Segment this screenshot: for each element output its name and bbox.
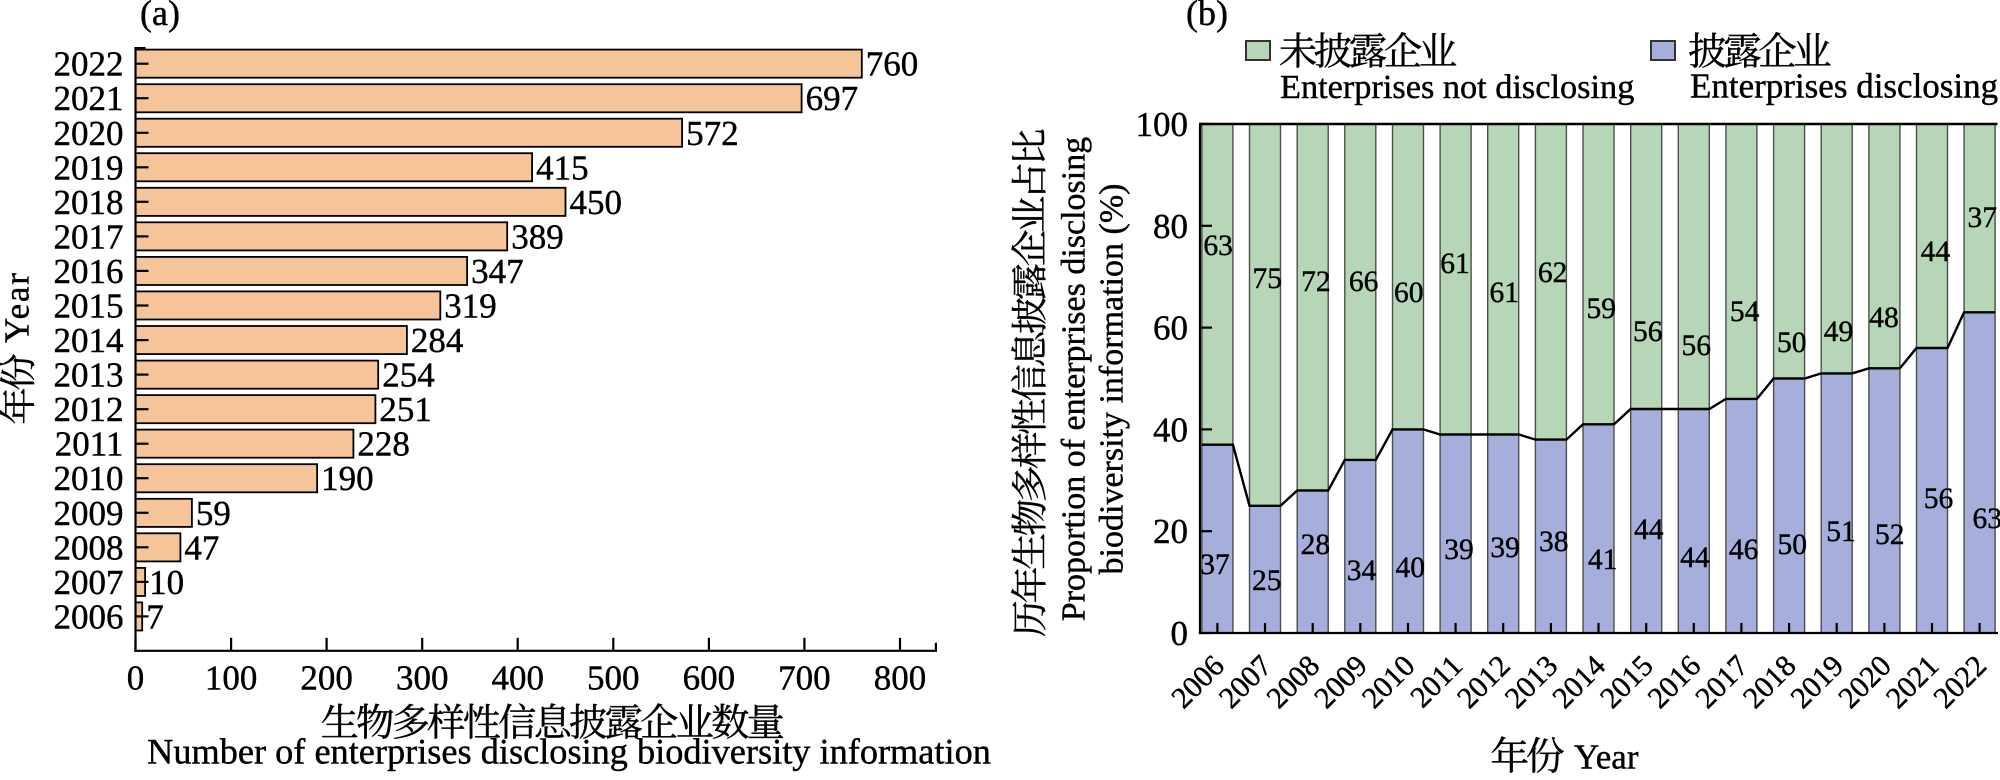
svg-text:28: 28	[1301, 529, 1331, 561]
svg-text:7: 7	[146, 597, 164, 636]
svg-text:75: 75	[1253, 263, 1283, 295]
svg-text:Enterprises disclosing: Enterprises disclosing	[1690, 67, 1998, 106]
svg-text:2008: 2008	[54, 528, 124, 567]
svg-text:284: 284	[411, 321, 464, 360]
svg-text:Proportion of enterprises disc: Proportion of enterprises disclosing	[1056, 137, 1093, 621]
svg-text:760: 760	[866, 45, 919, 84]
svg-text:80: 80	[1153, 207, 1188, 246]
svg-text:47: 47	[184, 528, 219, 567]
svg-text:2014: 2014	[54, 321, 124, 360]
svg-text:2015: 2015	[54, 287, 124, 326]
svg-text:40: 40	[1153, 410, 1188, 449]
svg-text:100: 100	[205, 659, 258, 698]
svg-text:251: 251	[379, 390, 432, 429]
svg-text:2018: 2018	[54, 183, 124, 222]
svg-text:347: 347	[471, 252, 523, 291]
svg-text:63: 63	[1203, 230, 1233, 262]
svg-text:(a): (a)	[140, 0, 180, 33]
svg-text:56: 56	[1924, 483, 1954, 515]
svg-text:254: 254	[382, 356, 435, 395]
svg-text:10: 10	[149, 563, 184, 602]
svg-text:44: 44	[1680, 542, 1710, 574]
svg-text:2007: 2007	[54, 563, 124, 602]
svg-text:Year: Year	[1574, 738, 1639, 777]
svg-text:2019: 2019	[54, 148, 124, 187]
svg-text:51: 51	[1826, 516, 1856, 548]
svg-text:48: 48	[1869, 302, 1899, 334]
svg-text:389: 389	[511, 217, 564, 256]
svg-text:572: 572	[686, 114, 739, 153]
svg-text:2010: 2010	[54, 459, 124, 498]
svg-text:54: 54	[1730, 296, 1760, 328]
svg-text:46: 46	[1729, 534, 1759, 566]
svg-text:2017: 2017	[54, 217, 124, 256]
svg-text:60: 60	[1153, 309, 1188, 348]
svg-text:2006: 2006	[54, 597, 124, 636]
svg-text:61: 61	[1489, 277, 1519, 309]
svg-text:61: 61	[1440, 248, 1470, 280]
svg-text:300: 300	[396, 659, 449, 698]
svg-text:Number of enterprises disclosi: Number of enterprises disclosing biodive…	[147, 732, 991, 772]
svg-text:100: 100	[1136, 105, 1189, 144]
svg-text:62: 62	[1538, 257, 1568, 289]
svg-text:56: 56	[1633, 316, 1663, 348]
svg-text:39: 39	[1490, 532, 1520, 564]
svg-text:415: 415	[536, 148, 589, 187]
svg-text:Year: Year	[0, 271, 37, 343]
svg-text:2021: 2021	[54, 79, 124, 118]
svg-text:319: 319	[444, 287, 497, 326]
svg-text:38: 38	[1539, 526, 1569, 558]
svg-text:66: 66	[1349, 266, 1379, 298]
svg-text:59: 59	[196, 494, 231, 533]
svg-text:2016: 2016	[54, 252, 124, 291]
svg-text:25: 25	[1252, 565, 1282, 597]
svg-text:(b): (b)	[1186, 0, 1228, 33]
svg-text:52: 52	[1875, 519, 1905, 551]
svg-text:Enterprises not disclosing: Enterprises not disclosing	[1280, 68, 1634, 106]
svg-text:2011: 2011	[55, 425, 124, 464]
svg-text:63: 63	[1972, 503, 2000, 535]
svg-text:34: 34	[1347, 555, 1377, 587]
svg-text:2009: 2009	[54, 494, 124, 533]
svg-text:56: 56	[1682, 330, 1712, 362]
svg-text:37: 37	[1967, 202, 1997, 234]
svg-text:450: 450	[570, 183, 623, 222]
svg-text:49: 49	[1824, 316, 1854, 348]
svg-text:600: 600	[683, 659, 736, 698]
svg-text:biodiversity information (%): biodiversity information (%)	[1094, 184, 1131, 575]
svg-text:2022: 2022	[54, 45, 124, 84]
svg-text:41: 41	[1588, 544, 1618, 576]
svg-text:20: 20	[1153, 512, 1188, 551]
svg-text:37: 37	[1200, 549, 1230, 581]
svg-text:0: 0	[127, 659, 145, 698]
svg-text:500: 500	[587, 659, 640, 698]
svg-text:72: 72	[1301, 266, 1331, 298]
svg-text:39: 39	[1444, 534, 1474, 566]
svg-text:44: 44	[1634, 514, 1664, 546]
svg-text:0: 0	[1171, 614, 1189, 653]
svg-text:40: 40	[1396, 552, 1426, 584]
svg-text:800: 800	[874, 659, 927, 698]
svg-text:2012: 2012	[54, 390, 124, 429]
svg-text:2020: 2020	[54, 114, 124, 153]
svg-text:50: 50	[1778, 529, 1808, 561]
svg-text:400: 400	[491, 659, 544, 698]
svg-text:200: 200	[300, 659, 353, 698]
svg-text:44: 44	[1921, 236, 1951, 268]
svg-text:700: 700	[778, 659, 831, 698]
svg-text:50: 50	[1777, 327, 1807, 359]
svg-text:697: 697	[806, 79, 859, 118]
svg-text:59: 59	[1586, 293, 1616, 325]
svg-text:190: 190	[321, 459, 374, 498]
svg-text:228: 228	[357, 425, 410, 464]
svg-text:60: 60	[1394, 277, 1424, 309]
svg-text:2013: 2013	[54, 356, 124, 395]
